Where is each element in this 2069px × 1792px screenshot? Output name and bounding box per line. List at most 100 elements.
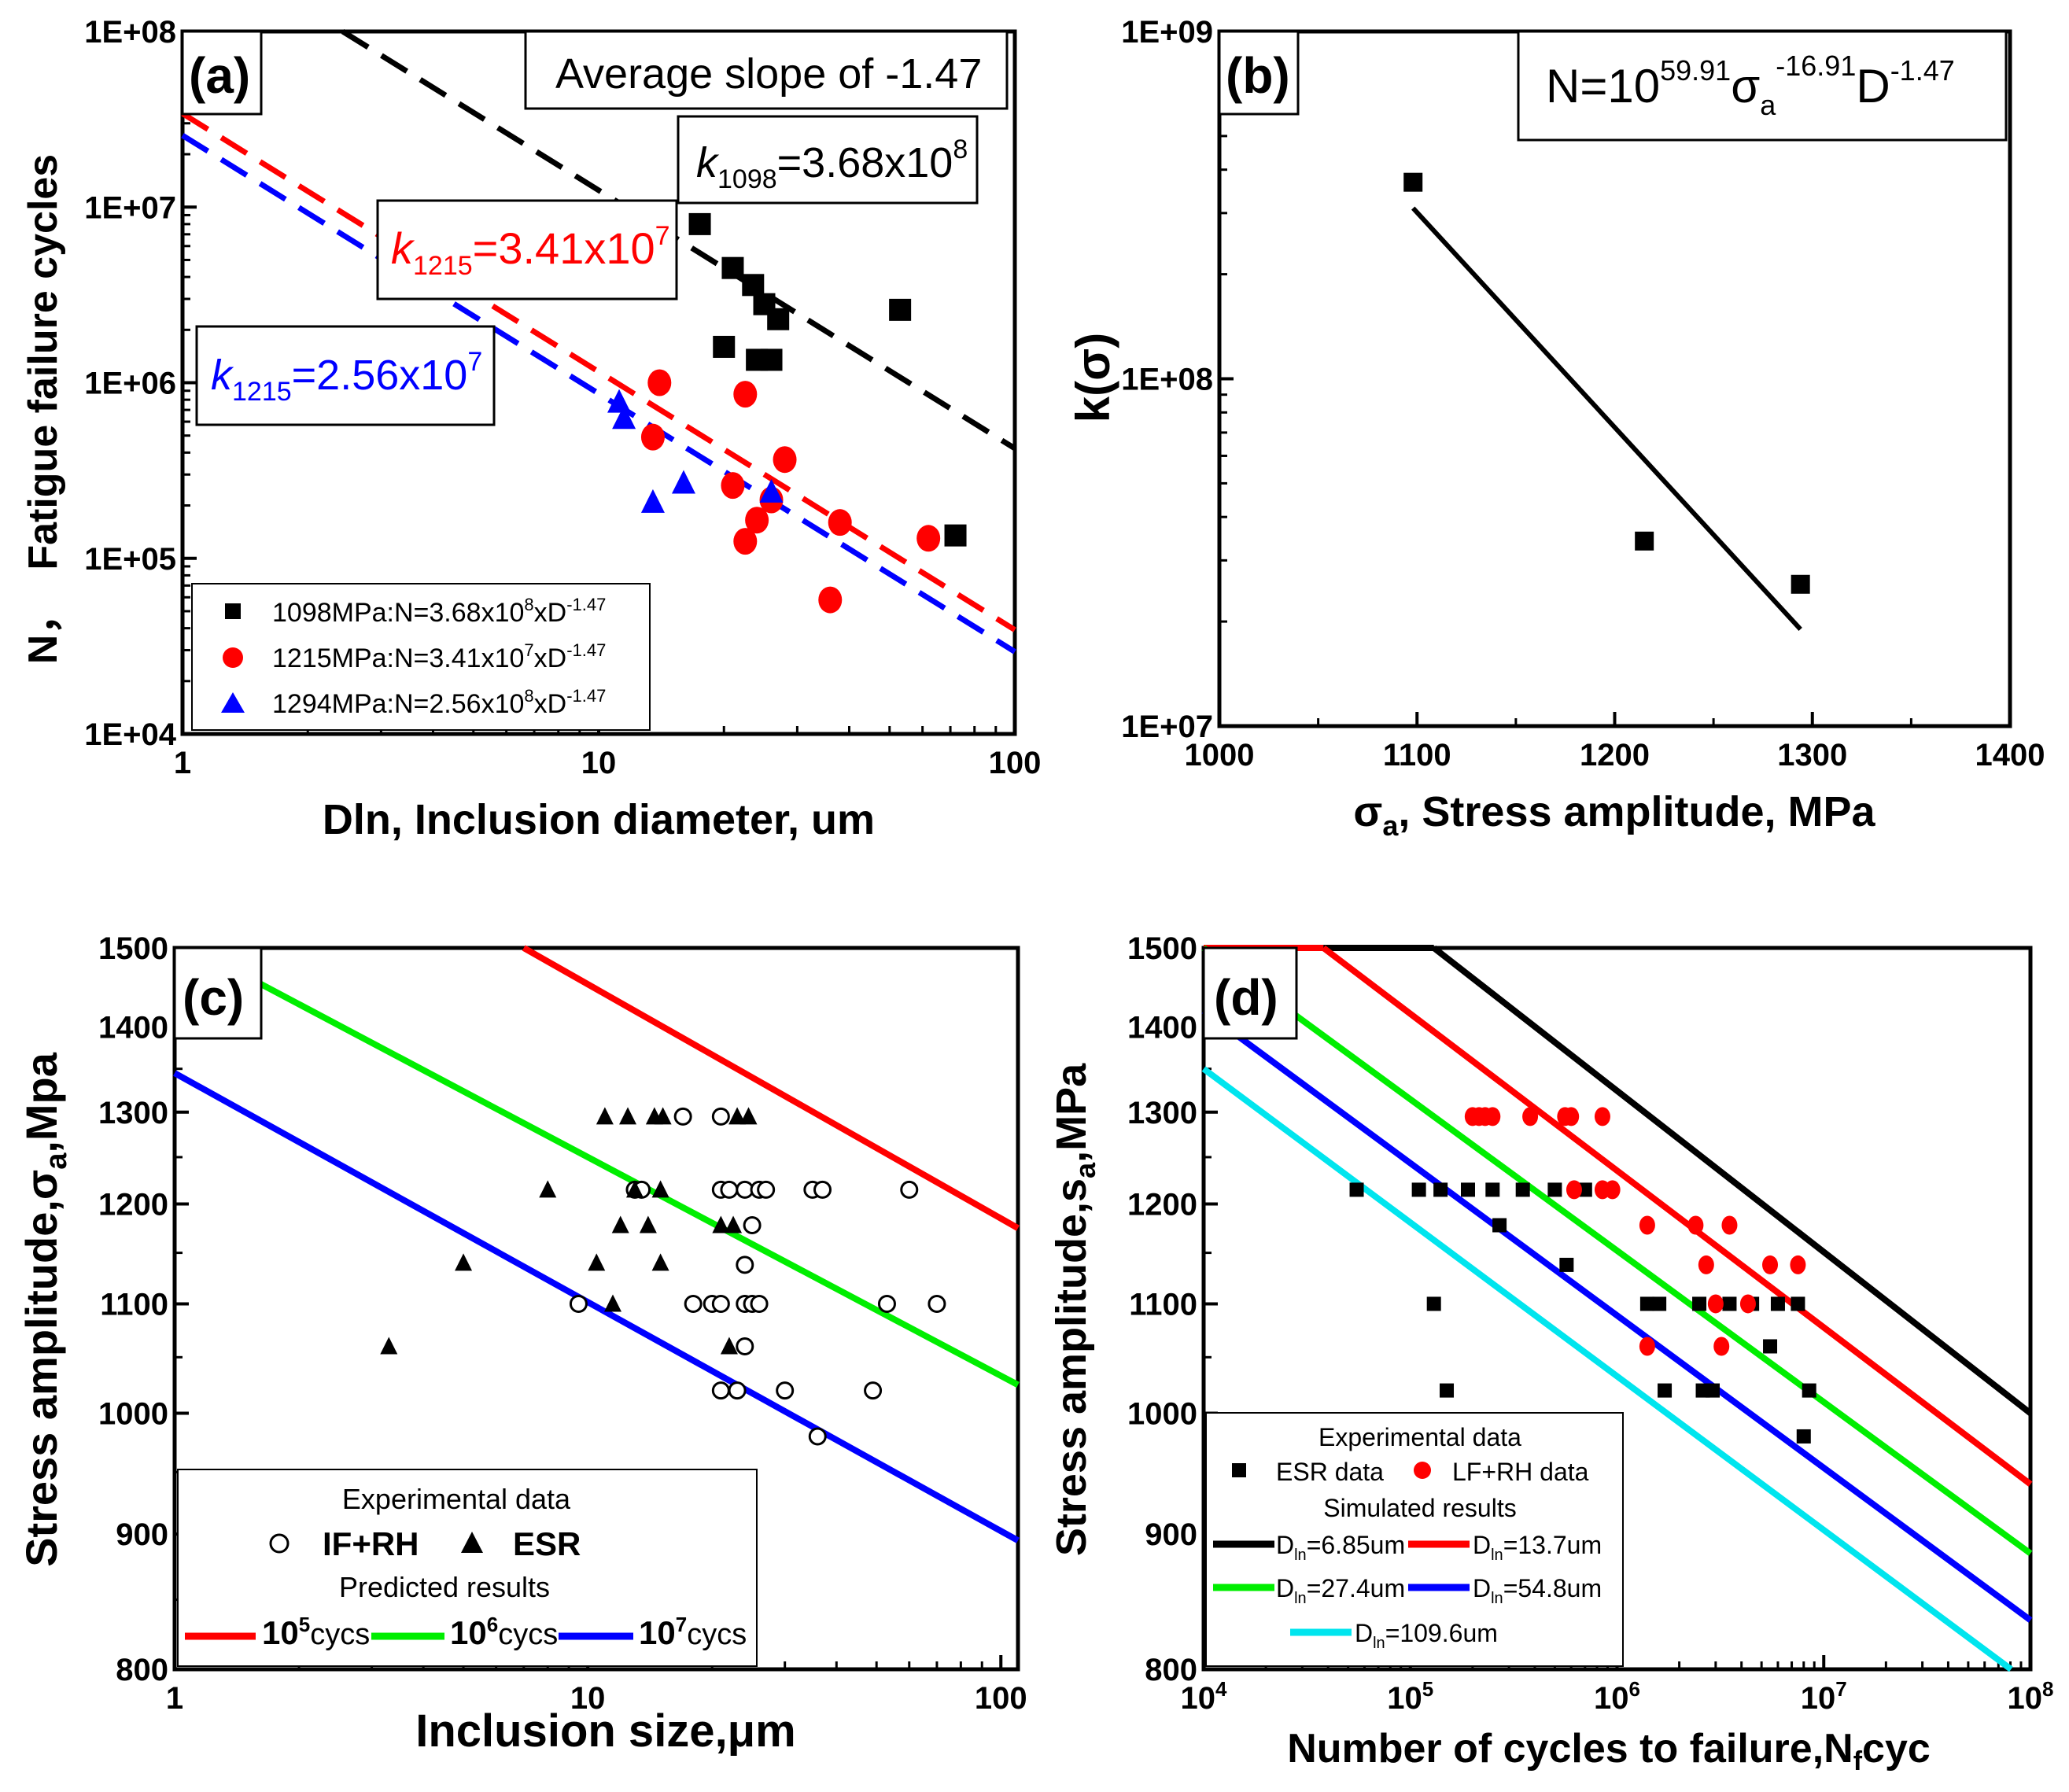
legend-marker-square: [225, 603, 241, 619]
predicted-line-10^6cycs: [219, 961, 1020, 1388]
data-point-LF+RH data: [1604, 1180, 1621, 1200]
fit-line-1098MPa: [341, 29, 1016, 452]
data-point-1215MPa: [733, 528, 758, 555]
x-axis-label: Dln, Inclusion diameter, um: [323, 796, 875, 843]
annotation-text: Average slope of -1.47: [555, 50, 982, 98]
data-point-IF+RH: [750, 1294, 769, 1313]
y-tick-label: 1E+08: [1121, 363, 1213, 397]
x-tick-label: 1000: [1185, 738, 1255, 772]
legend-title-experimental: Experimental data: [1318, 1423, 1521, 1451]
data-point-ESR: [639, 1215, 657, 1233]
data-point-LF+RH data: [1522, 1107, 1539, 1126]
data-point-1294MPa: [607, 389, 632, 413]
data-point-ESR: [455, 1253, 473, 1271]
data-point-LF+RH data: [1687, 1215, 1704, 1235]
data-point-ESR: [539, 1180, 557, 1198]
x-tick-label: 1200: [1580, 738, 1650, 772]
y-tick-label: 1E+04: [84, 717, 177, 752]
predicted-line-10^5cycs: [522, 945, 1020, 1231]
y-tick-label: 1200: [98, 1188, 168, 1222]
data-point: [1791, 574, 1810, 594]
data-point-ESR: [604, 1294, 622, 1312]
data-point-IF+RH: [736, 1256, 754, 1274]
x-axis-label: σa, Stress amplitude, MPa: [1353, 788, 1875, 842]
data-point-ESR: [596, 1107, 614, 1125]
legend-marker-triangle: [221, 692, 245, 713]
annotation-box: [524, 30, 1009, 110]
legend-marker-square: [1232, 1463, 1246, 1477]
legend-box: [177, 1469, 758, 1667]
data-point-LF+RH data: [1484, 1107, 1501, 1126]
k-label-box-blue: [195, 325, 496, 426]
legend-marker-open-circle: [269, 1533, 290, 1554]
data-point-ESR: [712, 1215, 730, 1233]
data-point-ESR data: [1658, 1383, 1673, 1398]
data-point-1215MPa: [773, 446, 797, 474]
data-point-LF+RH data: [1721, 1215, 1738, 1235]
legend-box: [191, 583, 651, 731]
k-label-blue: k1215=2.56x107: [211, 347, 482, 407]
data-point-ESR data: [1411, 1182, 1426, 1197]
legend-entry-esr: ESR data: [1276, 1458, 1384, 1486]
data-point-1098MPa: [721, 256, 744, 279]
data-point-IF+RH: [757, 1180, 776, 1199]
x-tick-label: 108: [2008, 1677, 2054, 1716]
simulated-line-54.8um: [1201, 1008, 2033, 1623]
data-point-IF+RH: [900, 1180, 919, 1199]
panel-label-box: [1218, 30, 1300, 116]
data-point-IF+RH: [776, 1381, 795, 1400]
data-point-ESR: [725, 1215, 743, 1233]
data-point-1294MPa: [612, 405, 636, 430]
x-tick-label: 100: [989, 746, 1042, 780]
legend-entry-13-7: Dln=13.7um: [1473, 1531, 1602, 1564]
panel-a: 1 10 100 1E+04 1E+05 1E+06 1E+07 1E+08 (a) Aver…: [20, 15, 1041, 843]
data-point-ESR: [728, 1107, 747, 1125]
data-point-ESR: [625, 1180, 644, 1198]
data-point-IF+RH: [813, 1180, 832, 1199]
x-tick-label: 1: [166, 1681, 183, 1716]
simulated-line-13.7um: [1321, 945, 2033, 1487]
y-tick-label: 800: [1145, 1653, 1197, 1687]
data-point-1215MPa: [916, 525, 941, 552]
equation-text: N=1059.91σa-16.91D-1.47: [1546, 50, 1955, 121]
data-point-ESR data: [1515, 1182, 1530, 1197]
x-tick-label: 1300: [1777, 738, 1847, 772]
data-point-1215MPa: [745, 507, 769, 534]
panel-label: (b): [1226, 47, 1290, 104]
data-point-ESR: [619, 1107, 637, 1125]
data-point-ESR: [380, 1337, 398, 1355]
x-tick-label: 1400: [1975, 738, 2045, 772]
data-point-ESR: [588, 1253, 606, 1271]
data-point-IF+RH: [684, 1294, 703, 1313]
y-tick-label: 1E+06: [84, 367, 176, 401]
data-point-LF+RH data: [1639, 1215, 1655, 1235]
data-point-ESR data: [1433, 1182, 1448, 1197]
legend-entry-1294: 1294MPa:N=2.56x108xD-1.47: [272, 686, 606, 719]
legend-title-simulated: Simulated results: [1323, 1494, 1516, 1522]
y-axis-label: N，Fatigue failure cycles: [20, 154, 66, 664]
data-point-1098MPa: [688, 212, 711, 235]
data-point-IF+RH: [743, 1216, 762, 1235]
legend-entry-109-6: Dln=109.6um: [1355, 1619, 1498, 1652]
data-point-1294MPa: [759, 478, 784, 503]
legend-box: [1205, 1412, 1624, 1667]
data-point-ESR data: [1426, 1296, 1441, 1311]
data-point-1294MPa: [640, 489, 665, 513]
x-tick-label: 104: [1181, 1677, 1228, 1716]
equation-box: [1517, 30, 2008, 142]
legend-marker-circle: [1414, 1462, 1431, 1479]
data-point-IF+RH: [864, 1381, 883, 1400]
data-point-ESR data: [1652, 1296, 1667, 1311]
y-tick-label: 1500: [1127, 931, 1197, 966]
data-point-ESR data: [1722, 1296, 1737, 1311]
legend-marker-circle: [223, 647, 243, 668]
k-label-black: k1098=3.68x108: [696, 135, 968, 194]
data-point: [1635, 531, 1654, 551]
panel-label-box: [181, 30, 263, 116]
x-tick-label: 100: [975, 1681, 1027, 1716]
x-tick-label: 1100: [1383, 738, 1451, 772]
data-point-IF+RH: [711, 1107, 730, 1126]
data-point-IF+RH: [569, 1294, 588, 1313]
k-label-box-red: [376, 199, 678, 301]
